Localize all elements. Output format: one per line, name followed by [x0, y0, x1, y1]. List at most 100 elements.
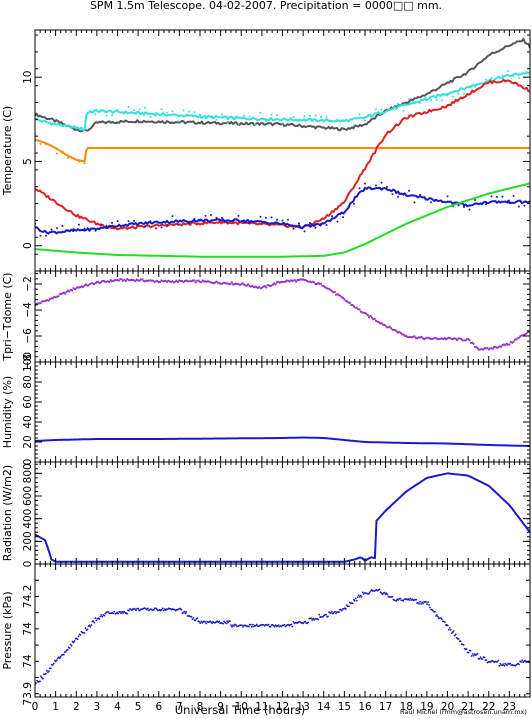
data-point — [83, 162, 86, 165]
y-tick-label: 200 — [22, 531, 34, 551]
data-point — [468, 339, 471, 342]
data-point — [366, 313, 369, 317]
data-point — [221, 217, 223, 219]
data-point — [428, 604, 430, 606]
data-point — [99, 615, 102, 618]
data-point — [459, 640, 462, 642]
data-point — [385, 592, 388, 595]
data-point — [430, 98, 432, 101]
data-point — [120, 612, 122, 615]
data-point — [335, 612, 337, 615]
y-tick-label: 74 — [22, 622, 34, 636]
data-point — [171, 110, 174, 113]
data-point — [417, 601, 419, 604]
data-point — [134, 280, 137, 283]
data-point — [341, 296, 345, 299]
data-point — [427, 601, 429, 604]
data-point — [227, 621, 229, 624]
data-point — [292, 227, 295, 230]
data-point — [204, 117, 207, 120]
data-point — [347, 120, 350, 123]
data-point — [182, 109, 185, 112]
chart-title: SPM 1.5m Telescope. 04-02-2007. Precipit… — [90, 0, 442, 12]
x-tick-label: 11 — [255, 701, 268, 713]
data-point — [424, 96, 427, 99]
data-point — [369, 314, 372, 318]
data-point — [355, 599, 358, 602]
data-point — [307, 621, 310, 624]
data-point — [259, 111, 262, 114]
data-point — [141, 278, 144, 281]
data-point — [133, 220, 135, 222]
data-point — [509, 662, 512, 665]
x-tick-label: 0 — [32, 701, 39, 713]
data-point — [490, 76, 493, 79]
data-point — [274, 283, 277, 286]
data-point — [358, 596, 361, 598]
data-point — [100, 223, 102, 226]
data-point — [127, 105, 130, 108]
data-point — [160, 226, 163, 229]
data-point — [87, 284, 90, 287]
x-tick-label: 15 — [338, 701, 351, 713]
data-point — [62, 653, 65, 656]
data-point — [292, 116, 295, 118]
data-point — [46, 669, 48, 672]
data-point — [249, 623, 252, 626]
data-point — [479, 656, 482, 659]
data-point — [424, 198, 427, 201]
data-point — [432, 609, 434, 612]
data-point — [390, 327, 393, 330]
data-point — [264, 286, 268, 289]
data-point — [105, 224, 108, 227]
data-point — [126, 612, 128, 615]
data-point — [218, 620, 221, 623]
data-point — [138, 221, 141, 224]
y-axis-label: Temperature (C) — [1, 106, 14, 196]
data-point — [303, 230, 306, 233]
panel-frame — [34, 461, 531, 565]
x-tick-label: 18 — [400, 701, 413, 713]
x-tick-label: 14 — [317, 701, 331, 713]
y-axis-label: Pressure (kPa) — [1, 591, 14, 669]
data-point — [192, 617, 195, 619]
data-point — [421, 601, 423, 604]
data-point — [395, 330, 398, 333]
data-point — [122, 111, 124, 114]
data-point — [272, 624, 275, 627]
data-point — [248, 222, 251, 225]
data-point — [481, 658, 484, 660]
data-point — [325, 115, 328, 118]
data-point — [78, 160, 80, 163]
x-tick-label: 9 — [217, 701, 224, 713]
data-point — [70, 644, 73, 647]
series-0-555555 — [35, 37, 530, 133]
data-point — [51, 664, 54, 666]
data-point — [353, 202, 355, 205]
data-point — [112, 612, 115, 615]
data-point — [232, 220, 234, 223]
data-point — [72, 228, 75, 231]
data-point — [517, 336, 521, 339]
panel-frame — [34, 29, 531, 272]
series-0-9933cc — [35, 278, 530, 351]
data-point — [65, 290, 68, 293]
data-point — [508, 343, 511, 346]
data-point — [155, 227, 157, 230]
data-point — [160, 108, 163, 111]
data-point — [524, 332, 528, 336]
y-tick-label: −2 — [22, 276, 34, 291]
data-point — [334, 610, 336, 613]
data-point — [408, 189, 410, 192]
data-point — [402, 109, 405, 112]
data-point — [422, 602, 424, 605]
data-point — [76, 638, 79, 640]
data-point — [327, 615, 329, 618]
data-point — [474, 85, 476, 88]
x-tick-label: 5 — [135, 701, 142, 713]
data-point — [518, 205, 520, 208]
data-point — [210, 214, 212, 216]
data-point — [457, 92, 460, 95]
data-point — [463, 206, 465, 208]
data-point — [58, 657, 61, 660]
